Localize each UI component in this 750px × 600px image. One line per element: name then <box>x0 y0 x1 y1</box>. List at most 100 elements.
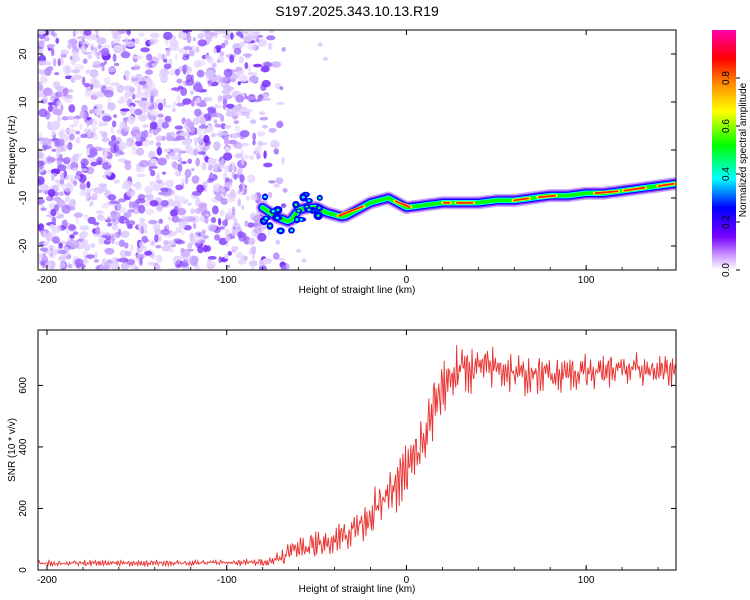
noise-blob <box>125 250 132 257</box>
noise-blob <box>215 45 222 50</box>
noise-blob <box>124 92 133 98</box>
noise-blob <box>273 148 279 155</box>
noise-blob <box>63 97 73 103</box>
noise-blob <box>123 126 130 132</box>
noise-blob <box>87 216 96 225</box>
noise-blob <box>194 108 202 117</box>
noise-blob <box>129 105 135 114</box>
noise-blob <box>130 75 136 84</box>
noise-blob <box>110 212 117 220</box>
noise-blob <box>141 235 148 244</box>
noise-blob <box>67 43 72 49</box>
noise-blob <box>47 245 56 249</box>
noise-blob <box>126 258 136 266</box>
noise-blob <box>95 51 102 56</box>
noise-blob <box>263 162 273 168</box>
noise-blob <box>60 53 67 58</box>
noise-blob <box>111 135 116 142</box>
noise-blob <box>82 58 88 64</box>
spectrogram-y-tick-label: -20 <box>18 238 29 253</box>
noise-blob <box>150 240 155 247</box>
noise-blob <box>233 120 240 124</box>
noise-blob <box>41 255 49 264</box>
noise-blob <box>230 227 238 237</box>
noise-blob <box>227 264 231 268</box>
noise-blob <box>241 254 245 264</box>
noise-blob <box>75 136 81 144</box>
noise-blob <box>168 267 179 270</box>
noise-blob <box>253 221 258 228</box>
noise-blob <box>46 156 56 163</box>
noise-blob <box>164 38 169 46</box>
noise-blob <box>98 130 103 134</box>
noise-blob <box>198 125 209 129</box>
noise-blob <box>280 156 286 166</box>
noise-blob <box>115 265 121 270</box>
noise-blob <box>80 44 87 54</box>
noise-blob <box>111 256 121 264</box>
noise-blob <box>40 207 47 211</box>
noise-blob <box>49 252 53 257</box>
noise-blob <box>256 131 266 137</box>
noise-blob <box>127 209 135 213</box>
noise-blob <box>161 245 172 252</box>
noise-blob <box>44 110 51 120</box>
noise-blob <box>51 236 60 244</box>
noise-blob <box>97 44 102 50</box>
noise-blob <box>38 223 42 232</box>
noise-blob <box>225 86 235 91</box>
noise-blob <box>204 96 213 102</box>
noise-blob <box>81 162 86 170</box>
noise-blob <box>47 169 52 174</box>
noise-blob <box>237 167 243 175</box>
noise-blob <box>133 55 143 60</box>
noise-blob <box>133 77 139 82</box>
noise-blob <box>177 85 184 90</box>
noise-blob <box>86 120 90 128</box>
noise-blob <box>224 146 230 153</box>
snr-y-tick-label: 600 <box>18 377 29 394</box>
noise-blob <box>111 120 117 128</box>
noise-blob <box>264 62 273 68</box>
noise-blob <box>233 104 242 112</box>
noise-blob <box>101 185 108 192</box>
onset-core <box>316 214 320 217</box>
onset-core <box>275 216 280 220</box>
noise-blob <box>75 130 81 135</box>
snr-x-label: Height of straight line (km) <box>299 584 416 595</box>
noise-blob <box>65 186 71 193</box>
noise-blob <box>124 180 133 189</box>
noise-blob <box>67 141 73 151</box>
spectrogram-y-label: Frequency (Hz) <box>7 116 18 185</box>
noise-blob <box>163 97 167 107</box>
noise-blob <box>81 168 88 172</box>
onset-core <box>294 203 298 206</box>
noise-blob <box>256 221 262 227</box>
noise-blob <box>168 151 176 160</box>
noise-blob <box>186 34 192 44</box>
noise-blob <box>281 47 286 52</box>
noise-blob <box>53 57 57 67</box>
noise-blob <box>227 207 233 217</box>
noise-blob <box>247 174 256 183</box>
noise-blob <box>181 178 185 184</box>
noise-blob <box>47 261 52 269</box>
noise-blob <box>144 61 155 69</box>
noise-blob <box>135 136 141 142</box>
noise-blob <box>237 198 241 207</box>
noise-blob <box>213 119 218 124</box>
noise-blob <box>218 217 222 226</box>
noise-blob <box>91 126 98 130</box>
noise-blob <box>60 57 64 66</box>
noise-blob <box>140 130 146 139</box>
noise-blob <box>123 160 132 165</box>
noise-blob <box>208 82 212 87</box>
noise-blob <box>144 185 153 194</box>
noise-blob <box>64 87 69 94</box>
colorbar-tick-label: 0.8 <box>721 71 732 85</box>
noise-blob <box>84 243 91 252</box>
noise-blob <box>193 148 199 156</box>
noise-blob <box>209 113 218 117</box>
noise-blob <box>268 180 276 184</box>
noise-blob <box>38 253 45 258</box>
